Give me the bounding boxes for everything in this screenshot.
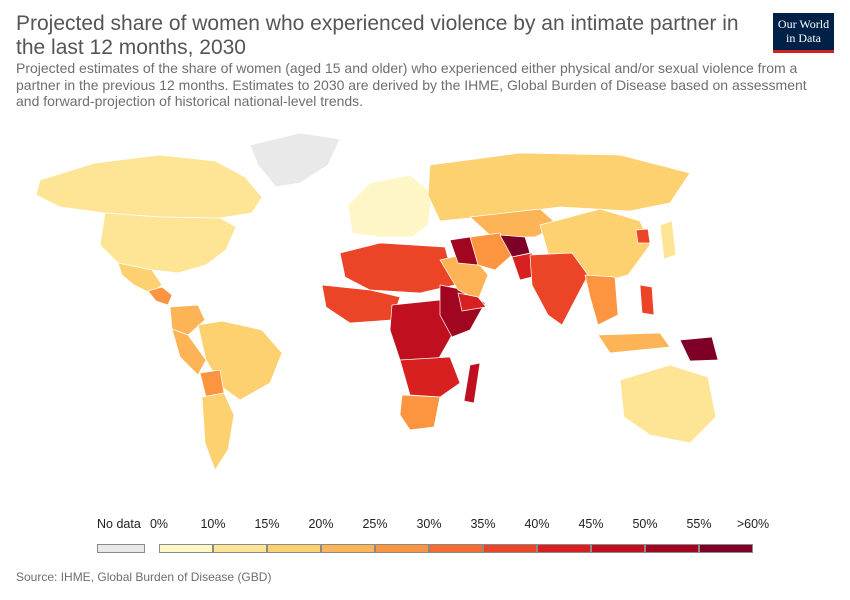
legend-tick: 35%: [470, 517, 496, 531]
legend-bin-swatch[interactable]: [483, 544, 537, 553]
region-colombia[interactable]: Colombia: [169, 304, 206, 336]
legend-tick: 20%: [308, 517, 334, 531]
source-note: Source: IHME, Global Burden of Disease (…: [16, 570, 272, 584]
region-russia[interactable]: Russia: [427, 152, 691, 222]
region-north-korea[interactable]: North Korea: [635, 228, 651, 244]
legend-bin-swatch[interactable]: [591, 544, 645, 553]
legend-bin-swatch[interactable]: [645, 544, 699, 553]
legend-bin-swatch[interactable]: [321, 544, 375, 553]
legend-bin-swatch[interactable]: [699, 544, 753, 553]
region-peru[interactable]: Peru: [171, 328, 207, 376]
region-australia[interactable]: Australia: [619, 364, 717, 444]
logo-line-1: Our World: [777, 17, 830, 31]
legend-tick: 50%: [632, 517, 658, 531]
legend-tick: 55%: [686, 517, 712, 531]
region-philippines[interactable]: Philippines: [639, 284, 655, 316]
region-north-africa[interactable]: North Africa: [339, 242, 456, 294]
region-yemen[interactable]: Yemen: [457, 292, 487, 312]
world-map[interactable]: Greenland Canada United States Mexico Ce…: [0, 125, 850, 505]
legend-tick: 15%: [254, 517, 280, 531]
region-papua-new-guinea[interactable]: Papua New Guinea: [679, 336, 719, 362]
legend-no-data-swatch[interactable]: [97, 544, 145, 553]
legend-tick: 40%: [524, 517, 550, 531]
region-afghanistan[interactable]: Afghanistan: [499, 234, 531, 258]
region-madagascar[interactable]: Madagascar: [463, 362, 481, 404]
legend-bin-swatch[interactable]: [375, 544, 429, 553]
legend-tick: 30%: [416, 517, 442, 531]
chart-subtitle: Projected estimates of the share of wome…: [16, 60, 807, 109]
region-bolivia[interactable]: Bolivia: [199, 369, 225, 398]
region-united-states[interactable]: United States: [99, 212, 237, 274]
legend-bin-swatch[interactable]: [429, 544, 483, 553]
legend-bin-swatch[interactable]: [159, 544, 213, 553]
owid-logo[interactable]: Our World in Data: [773, 13, 834, 53]
legend-tick: 45%: [578, 517, 604, 531]
legend-tick: 10%: [200, 517, 226, 531]
region-japan[interactable]: Japan: [659, 220, 677, 260]
chart-title: Projected share of women who experienced…: [16, 12, 739, 59]
color-legend: No data 0% 10% 15% 20% 25% 30% 35% 40% 4…: [0, 510, 850, 560]
legend-tick: >60%: [736, 517, 770, 531]
legend-no-data-label: No data: [97, 517, 141, 531]
legend-bin-swatch[interactable]: [213, 544, 267, 553]
legend-bin-swatch[interactable]: [537, 544, 591, 553]
region-canada[interactable]: Canada: [35, 154, 263, 219]
region-argentina[interactable]: Argentina: [201, 392, 235, 471]
region-greenland[interactable]: Greenland: [249, 132, 341, 188]
region-indonesia[interactable]: Indonesia: [597, 332, 671, 354]
logo-line-2: in Data: [786, 31, 821, 45]
legend-tick: 0%: [149, 517, 169, 531]
region-southern-africa[interactable]: Southern Africa: [399, 356, 461, 398]
region-europe[interactable]: Europe: [347, 174, 433, 238]
region-central-america[interactable]: Central America: [147, 286, 173, 306]
region-southeast-asia[interactable]: Southeast Asia: [584, 274, 619, 326]
region-india[interactable]: India: [529, 252, 589, 326]
region-south-africa[interactable]: South Africa: [399, 394, 441, 431]
region-iraq[interactable]: Iraq: [449, 236, 479, 266]
legend-bin-swatch[interactable]: [267, 544, 321, 553]
legend-tick: 25%: [362, 517, 388, 531]
